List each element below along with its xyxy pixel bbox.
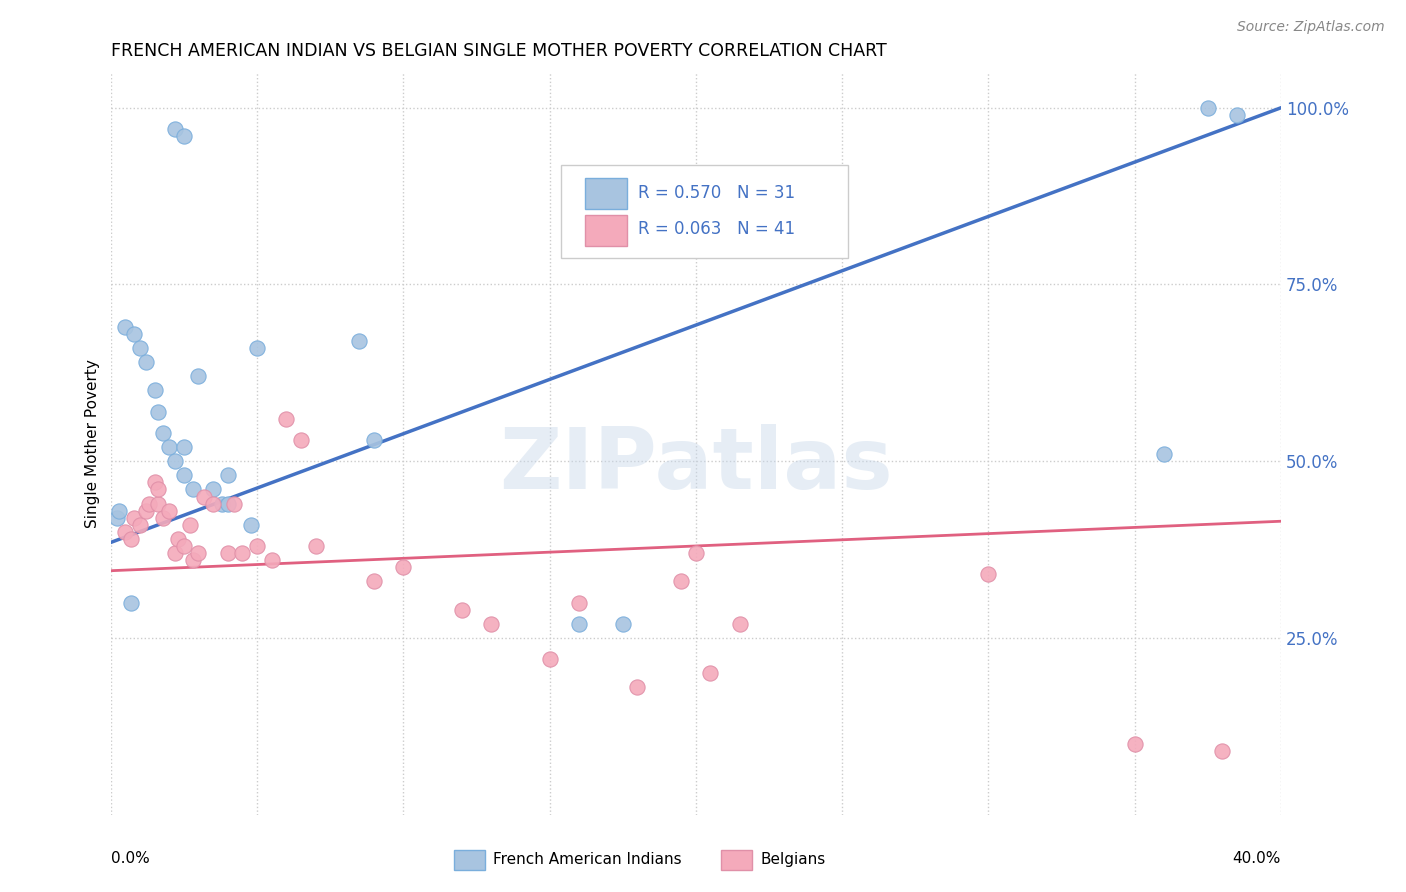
Point	[612, 616, 634, 631]
Point	[114, 319, 136, 334]
Point	[1211, 744, 1233, 758]
Point	[108, 503, 131, 517]
Point	[568, 616, 591, 631]
Point	[246, 539, 269, 553]
Point	[538, 652, 561, 666]
Point	[173, 440, 195, 454]
FancyBboxPatch shape	[585, 178, 627, 209]
Point	[202, 483, 225, 497]
Point	[114, 524, 136, 539]
Point	[152, 425, 174, 440]
Point	[120, 595, 142, 609]
Point	[211, 497, 233, 511]
Point	[146, 405, 169, 419]
Point	[157, 440, 180, 454]
Point	[146, 483, 169, 497]
Point	[173, 468, 195, 483]
Point	[187, 546, 209, 560]
Point	[1153, 447, 1175, 461]
Point	[202, 497, 225, 511]
Text: Belgians: Belgians	[761, 853, 825, 867]
Point	[193, 490, 215, 504]
Point	[685, 546, 707, 560]
Point	[167, 532, 190, 546]
Point	[181, 483, 204, 497]
Point	[1226, 108, 1249, 122]
Point	[143, 475, 166, 490]
Point	[231, 546, 253, 560]
Point	[165, 546, 187, 560]
Point	[146, 497, 169, 511]
Point	[222, 497, 245, 511]
Point	[290, 433, 312, 447]
Point	[143, 384, 166, 398]
Point	[1197, 101, 1219, 115]
Text: 40.0%: 40.0%	[1233, 851, 1281, 865]
Point	[304, 539, 326, 553]
Point	[626, 681, 648, 695]
Point	[671, 574, 693, 589]
Point	[479, 616, 502, 631]
Point	[105, 510, 128, 524]
Text: 0.0%: 0.0%	[111, 851, 149, 865]
Text: Source: ZipAtlas.com: Source: ZipAtlas.com	[1237, 20, 1385, 34]
Point	[568, 595, 591, 609]
Point	[187, 369, 209, 384]
Point	[138, 497, 160, 511]
Point	[179, 517, 201, 532]
Point	[977, 567, 1000, 582]
Point	[246, 341, 269, 355]
Y-axis label: Single Mother Poverty: Single Mother Poverty	[86, 359, 100, 528]
Point	[157, 503, 180, 517]
Text: ZIPatlas: ZIPatlas	[499, 425, 893, 508]
Point	[1123, 737, 1146, 751]
Text: FRENCH AMERICAN INDIAN VS BELGIAN SINGLE MOTHER POVERTY CORRELATION CHART: FRENCH AMERICAN INDIAN VS BELGIAN SINGLE…	[111, 42, 886, 60]
Point	[120, 532, 142, 546]
Point	[165, 122, 187, 136]
Point	[129, 517, 152, 532]
Point	[363, 574, 385, 589]
Point	[217, 468, 239, 483]
Point	[122, 510, 145, 524]
Point	[122, 326, 145, 341]
Point	[392, 560, 415, 574]
FancyBboxPatch shape	[561, 165, 848, 258]
Point	[152, 510, 174, 524]
Point	[217, 497, 239, 511]
Point	[217, 546, 239, 560]
Point	[450, 602, 472, 616]
FancyBboxPatch shape	[585, 215, 627, 246]
Point	[173, 129, 195, 144]
Point	[276, 411, 298, 425]
Point	[260, 553, 283, 567]
Point	[349, 334, 371, 348]
Point	[240, 517, 263, 532]
Point	[699, 666, 721, 681]
Point	[165, 454, 187, 468]
Text: R = 0.570   N = 31: R = 0.570 N = 31	[638, 184, 796, 202]
Point	[728, 616, 751, 631]
Point	[181, 553, 204, 567]
Point	[135, 355, 157, 369]
Point	[173, 539, 195, 553]
Text: French American Indians: French American Indians	[494, 853, 682, 867]
Text: R = 0.063   N = 41: R = 0.063 N = 41	[638, 220, 796, 238]
Point	[363, 433, 385, 447]
Point	[129, 341, 152, 355]
Point	[135, 503, 157, 517]
